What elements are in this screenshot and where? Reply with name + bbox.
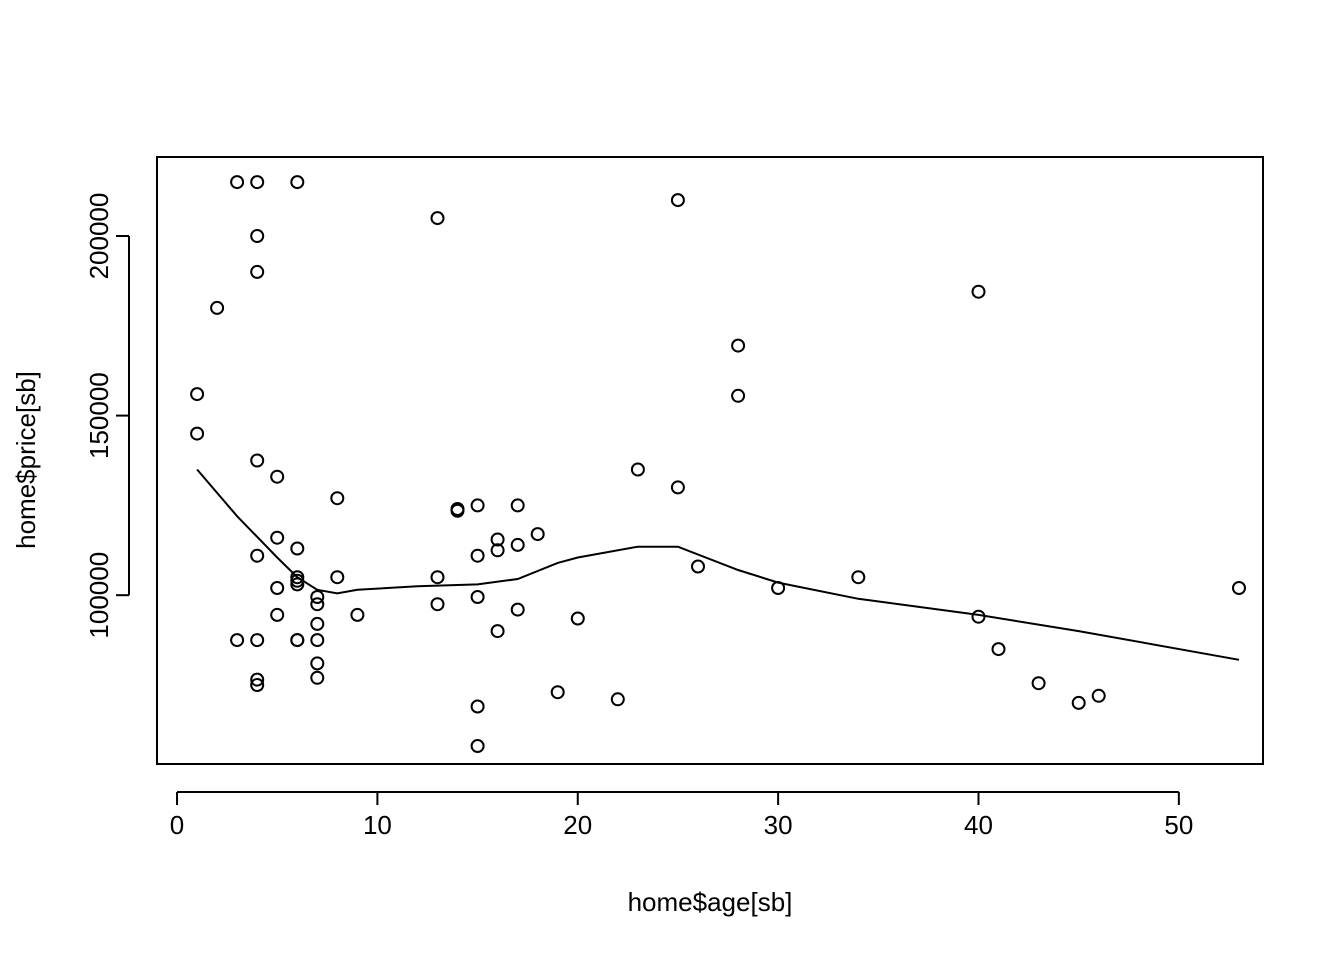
- data-point: [851, 570, 866, 585]
- data-point: [771, 581, 786, 595]
- data-point: [670, 193, 685, 208]
- data-point: [550, 685, 565, 700]
- x-tick-label: 40: [964, 810, 993, 840]
- x-tick-label: 50: [1164, 810, 1193, 840]
- data-point: [731, 388, 746, 403]
- data-point: [430, 597, 445, 612]
- data-point: [310, 616, 325, 631]
- data-point: [270, 469, 285, 484]
- data-point: [1071, 695, 1086, 710]
- x-axis-label: home$age[sb]: [628, 887, 793, 917]
- data-point: [330, 491, 345, 506]
- data-point: [630, 462, 645, 477]
- y-tick-label: 100000: [84, 552, 114, 639]
- data-point: [230, 175, 245, 190]
- data-point: [510, 537, 525, 552]
- data-point: [510, 602, 525, 617]
- y-tick-label: 150000: [84, 372, 114, 459]
- data-point: [250, 264, 265, 279]
- data-point: [250, 678, 265, 692]
- data-point: [530, 527, 545, 542]
- data-point: [490, 624, 505, 639]
- data-point: [270, 607, 285, 622]
- data-point: [310, 633, 325, 648]
- data-point: [290, 541, 305, 556]
- data-point: [270, 530, 285, 545]
- x-tick-label: 0: [170, 810, 184, 840]
- y-axis: 100000 150000 200000: [84, 193, 130, 639]
- data-point: [510, 498, 525, 513]
- data-point: [250, 548, 265, 563]
- y-tick-label: 200000: [84, 193, 114, 280]
- data-point: [310, 656, 325, 671]
- data-point: [691, 559, 705, 574]
- data-point: [470, 699, 485, 714]
- data-point: [250, 633, 265, 648]
- smooth-line: [196, 468, 1240, 661]
- plot-frame: [156, 156, 1264, 765]
- data-point: [290, 175, 305, 190]
- data-point: [991, 642, 1006, 657]
- data-point: [731, 338, 746, 353]
- data-point: [310, 670, 325, 685]
- data-point: [270, 581, 285, 595]
- data-point: [250, 175, 265, 190]
- data-point: [570, 611, 585, 626]
- data-point: [1232, 581, 1246, 595]
- data-point: [330, 570, 345, 585]
- data-point: [470, 498, 485, 513]
- smooth-line-group: [196, 468, 1240, 661]
- x-tick-label: 20: [563, 810, 592, 840]
- data-point: [190, 387, 205, 402]
- data-point: [250, 229, 265, 243]
- data-point: [430, 211, 445, 226]
- data-point: [1031, 676, 1046, 691]
- x-tick-label: 30: [764, 810, 793, 840]
- data-point: [250, 672, 265, 687]
- data-point: [290, 577, 305, 592]
- data-point: [490, 532, 505, 547]
- data-point: [1091, 688, 1106, 703]
- data-point: [610, 692, 625, 707]
- data-point: [190, 426, 205, 441]
- data-point: [470, 548, 485, 563]
- y-axis-label: home$price[sb]: [11, 371, 41, 549]
- points-group: [190, 175, 1246, 753]
- data-point: [470, 590, 485, 604]
- x-tick-label: 10: [363, 810, 392, 840]
- data-point: [250, 453, 265, 468]
- data-point: [971, 284, 986, 299]
- data-point: [971, 609, 986, 624]
- data-point: [350, 607, 365, 622]
- data-point: [210, 300, 225, 315]
- data-point: [450, 503, 465, 518]
- data-point: [470, 739, 485, 753]
- data-point: [310, 590, 325, 604]
- data-point: [490, 543, 505, 558]
- data-point: [310, 597, 325, 612]
- data-point: [430, 570, 445, 585]
- x-axis: 0 10 20 30 40 50: [170, 791, 1193, 840]
- data-point: [290, 633, 305, 648]
- data-point: [230, 633, 245, 648]
- data-point: [670, 480, 685, 495]
